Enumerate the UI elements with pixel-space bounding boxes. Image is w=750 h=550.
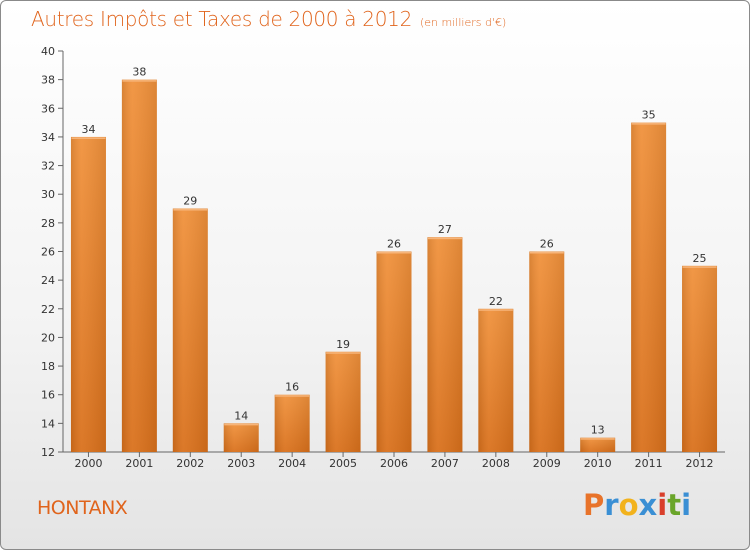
y-tick-label: 26 (41, 246, 55, 259)
logo-letter: o (618, 488, 639, 522)
x-tick-label: 2003 (227, 457, 255, 470)
bar-shading (631, 122, 667, 452)
data-label: 27 (438, 223, 452, 236)
bar-shading (682, 265, 718, 452)
bar-top-highlight (377, 252, 411, 254)
x-tick-label: 2002 (176, 457, 204, 470)
data-label: 13 (591, 424, 605, 437)
y-tick-label: 12 (41, 446, 55, 459)
y-tick-label: 40 (41, 45, 55, 58)
bar-top-highlight (275, 395, 310, 397)
x-tick-label: 2000 (74, 457, 102, 470)
y-tick-label: 28 (41, 217, 55, 230)
chart-title-text: Autres Impôts et Taxes de 2000 à 2012 (31, 7, 412, 31)
data-label: 22 (489, 295, 503, 308)
x-tick-label: 2008 (482, 457, 510, 470)
bar-top-highlight (682, 266, 717, 268)
bar-top-highlight (173, 209, 208, 211)
bar-top-highlight (71, 137, 106, 139)
logo-letter: r (604, 488, 619, 522)
y-tick-label: 34 (41, 131, 55, 144)
bar-top-highlight (631, 123, 666, 125)
y-tick-label: 30 (41, 188, 55, 201)
bar-top-highlight (427, 237, 462, 240)
data-label: 19 (336, 338, 350, 351)
y-tick-label: 32 (41, 160, 55, 173)
logo-letter: i (657, 488, 668, 522)
data-label: 29 (183, 195, 197, 208)
bar-shading (325, 351, 361, 452)
x-tick-label: 2005 (329, 457, 357, 470)
y-tick-label: 22 (41, 303, 55, 316)
y-tick-label: 24 (41, 274, 55, 287)
data-label: 26 (387, 238, 401, 251)
bar-top-highlight (224, 423, 259, 426)
bar-shading (376, 251, 412, 452)
bar-top-highlight (580, 438, 615, 440)
chart-subtitle: (en milliers d'€) (420, 16, 507, 29)
x-tick-label: 2010 (584, 457, 612, 470)
bar-top-highlight (326, 352, 361, 354)
bar-shading (223, 423, 259, 452)
y-tick-label: 38 (41, 74, 55, 87)
logo-letter: x (638, 488, 658, 522)
logo-letter: P (583, 488, 605, 522)
logo-letter: t (667, 488, 682, 522)
bar-top-highlight (122, 80, 157, 82)
bar-shading (580, 437, 616, 452)
data-label: 35 (642, 109, 656, 122)
bar-shading (172, 208, 208, 452)
data-label: 34 (81, 123, 95, 136)
bar-shading (70, 136, 106, 452)
chart-title: Autres Impôts et Taxes de 2000 à 2012 (en… (31, 7, 506, 31)
x-tick-label: 2012 (686, 457, 714, 470)
data-label: 14 (234, 409, 248, 422)
y-tick-label: 18 (41, 360, 55, 373)
x-tick-label: 2004 (278, 457, 306, 470)
x-tick-label: 2007 (431, 457, 459, 470)
bar-shading (427, 237, 463, 452)
x-tick-label: 2001 (125, 457, 153, 470)
bar-shading (274, 394, 310, 452)
bar-top-highlight (529, 252, 564, 254)
y-tick-label: 36 (41, 102, 55, 115)
data-label: 16 (285, 381, 299, 394)
bar-top-highlight (478, 309, 513, 311)
x-tick-label: 2006 (380, 457, 408, 470)
bar-shading (121, 79, 157, 453)
y-tick-label: 16 (41, 389, 55, 402)
data-label: 26 (540, 238, 554, 251)
y-tick-label: 14 (41, 417, 55, 430)
location-name: HONTANX (37, 497, 128, 519)
y-tick-label: 20 (41, 331, 55, 344)
logo-letter: i (681, 488, 692, 522)
bar-shading (529, 251, 565, 452)
x-tick-label: 2009 (533, 457, 561, 470)
bar-shading (478, 308, 514, 452)
data-label: 38 (132, 66, 146, 79)
data-label: 25 (693, 252, 707, 265)
proxiti-logo: Proxiti (583, 488, 691, 522)
x-tick-label: 2011 (635, 457, 663, 470)
